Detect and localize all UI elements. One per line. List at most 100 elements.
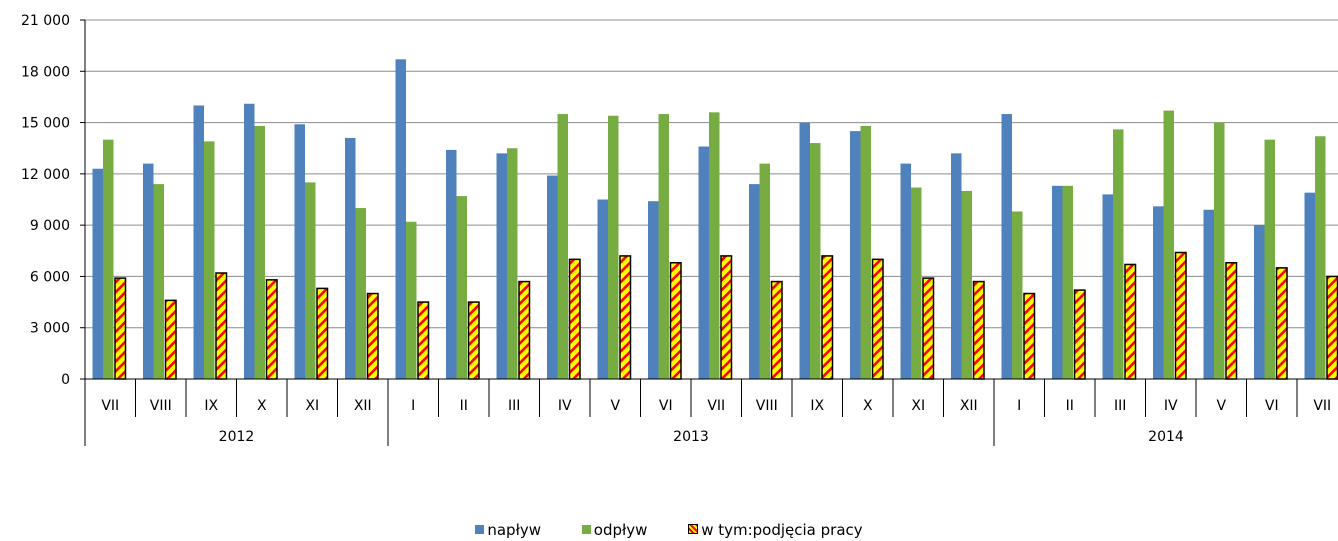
bar-inflow	[900, 163, 911, 379]
bar-inflow	[1102, 194, 1113, 379]
bar-inflow	[1001, 114, 1012, 380]
x-tick-label: V	[610, 398, 620, 414]
y-tick-label: 12 000	[21, 167, 70, 183]
axes	[80, 19, 1338, 446]
bar-outflow	[557, 114, 568, 380]
bar-inflow	[496, 153, 507, 379]
bar-job-starts	[821, 255, 834, 380]
bar-outflow	[658, 114, 669, 380]
legend-item-job-starts: w tym:podjęcia pracy	[688, 521, 863, 539]
bar-job-starts	[619, 255, 632, 380]
bar-outflow	[1214, 122, 1225, 380]
bar-outflow	[355, 208, 366, 379]
y-tick-label: 21 000	[21, 13, 70, 29]
bar-outflow	[759, 163, 770, 379]
x-tick-label: IV	[558, 398, 572, 414]
bar-job-starts	[316, 287, 329, 380]
y-tick-label: 3 000	[30, 321, 70, 337]
bar-inflow	[799, 122, 810, 380]
bar-job-starts	[1275, 267, 1288, 380]
legend-swatch-inflow	[475, 525, 485, 534]
x-tick-label: VI	[1265, 398, 1279, 414]
bar-job-starts	[770, 280, 783, 380]
legend-label-inflow: napływ	[487, 521, 541, 539]
bar-job-starts	[720, 255, 733, 380]
y-tick-label: 18 000	[21, 64, 70, 80]
x-tick-label: XI	[911, 398, 925, 414]
x-tick-label: IX	[204, 398, 218, 414]
bar-job-starts	[417, 301, 430, 380]
bar-job-starts	[1023, 292, 1036, 380]
bar-inflow	[1153, 206, 1164, 379]
legend: napływ odpływ w tym:podjęcia pracy	[0, 521, 1338, 539]
bar-inflow	[648, 201, 659, 379]
bar-inflow	[345, 137, 356, 379]
bar-job-starts	[1174, 251, 1187, 380]
x-tick-label: I	[1017, 398, 1021, 414]
y-tick-label: 6 000	[30, 269, 70, 285]
legend-item-outflow: odpływ	[581, 521, 647, 539]
x-tick-label: VIII	[756, 398, 778, 414]
legend-item-inflow: napływ	[475, 521, 541, 539]
x-tick-label: X	[257, 398, 267, 414]
x-tick-label: II	[1066, 398, 1074, 414]
x-tick-label: X	[863, 398, 873, 414]
bar-job-starts	[1073, 289, 1086, 380]
year-label: 2012	[219, 429, 255, 445]
bar-job-starts	[518, 280, 531, 380]
bar-inflow	[446, 149, 457, 379]
year-label: 2014	[1148, 429, 1184, 445]
bar-job-starts	[1124, 263, 1137, 380]
bar-inflow	[850, 131, 861, 379]
bar-outflow	[1264, 139, 1275, 379]
bar-job-starts	[467, 301, 480, 380]
bar-inflow	[597, 199, 608, 379]
bar-inflow	[749, 184, 760, 379]
legend-swatch-job-starts	[688, 524, 699, 534]
x-tick-label: III	[1114, 398, 1126, 414]
bar-job-starts	[366, 292, 379, 380]
bar-job-starts	[164, 299, 177, 380]
bar-inflow	[294, 124, 305, 380]
legend-label-job-starts: w tym:podjęcia pracy	[701, 521, 863, 539]
year-label: 2013	[673, 429, 709, 445]
bar-job-starts	[215, 272, 228, 380]
x-tick-label: IX	[810, 398, 824, 414]
x-tick-label: VIII	[150, 398, 172, 414]
bar-outflow	[153, 184, 164, 379]
bar-inflow	[395, 59, 406, 380]
bar-inflow	[92, 168, 103, 379]
x-tick-label: VII	[707, 398, 725, 414]
bar-outflow	[1113, 129, 1124, 379]
y-axis-labels: 0 3 000 6 000 9 000 12 000 15 000 18 000 21 000	[21, 13, 70, 388]
bar-outflow	[810, 143, 821, 379]
x-tick-label: VII	[1313, 398, 1331, 414]
bar-job-starts	[922, 277, 935, 380]
bar-inflow	[547, 175, 558, 379]
x-tick-label: VII	[101, 398, 119, 414]
bar-inflow	[1203, 209, 1214, 379]
bar-outflow	[507, 148, 518, 379]
x-axis-labels: VII VIII IX X XI XII I II III IV V VI VII VIII IX X XI XI…	[101, 398, 1331, 445]
bar-outflow	[1163, 110, 1174, 379]
bar-outflow	[456, 196, 467, 379]
bar-inflow	[951, 153, 962, 379]
bar-inflow	[1052, 185, 1063, 379]
x-tick-label: I	[411, 398, 415, 414]
bar-inflow	[698, 146, 709, 379]
x-tick-label: XI	[305, 398, 319, 414]
bar-outflow	[709, 112, 720, 380]
x-tick-label: IV	[1164, 398, 1178, 414]
bar-job-starts	[265, 279, 278, 380]
bar-outflow	[305, 182, 316, 379]
bar-inflow	[1304, 192, 1315, 379]
bar-inflow	[1254, 225, 1265, 379]
bars	[92, 59, 1338, 380]
bar-outflow	[1012, 211, 1023, 379]
bar-inflow	[193, 105, 204, 379]
x-tick-label: XII	[960, 398, 978, 414]
bar-job-starts	[1326, 275, 1338, 380]
legend-swatch-outflow	[581, 525, 591, 534]
bar-job-starts	[972, 280, 985, 380]
